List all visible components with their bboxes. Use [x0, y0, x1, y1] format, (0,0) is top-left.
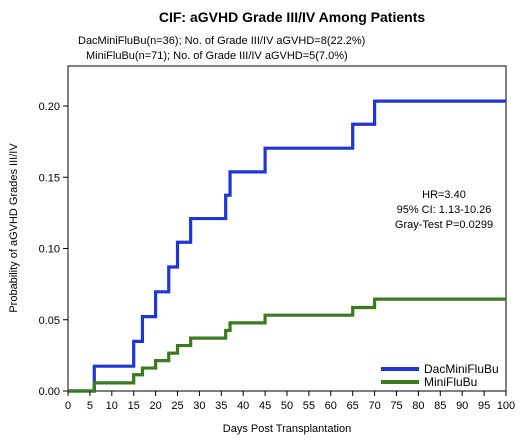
x-tick-label: 80 [412, 400, 424, 412]
legend: DacMiniFluBu MiniFluBu [381, 362, 499, 389]
x-tick-label: 60 [325, 400, 337, 412]
y-tick-label: 0.05 [39, 315, 60, 327]
x-tick-label: 100 [497, 400, 515, 412]
x-tick-label: 25 [171, 400, 183, 412]
series-layer [68, 99, 506, 393]
y-tick-label: 0.15 [39, 172, 60, 184]
x-tick-label: 85 [434, 400, 446, 412]
x-tick-label: 45 [259, 400, 271, 412]
y-axis-label: Probability of aGVHD Grades III/IV [8, 143, 20, 313]
x-tick-label: 75 [390, 400, 402, 412]
confidence-interval: 95% CI: 1.13-10.26 [397, 204, 492, 216]
x-tick-label: 95 [478, 400, 490, 412]
x-tick-label: 65 [347, 400, 359, 412]
x-tick-label: 20 [149, 400, 161, 412]
x-tick-label: 40 [237, 400, 249, 412]
series-line-miniflubu [68, 297, 506, 393]
x-tick-label: 90 [456, 400, 468, 412]
y-tick-label: 0.10 [39, 244, 60, 256]
hazard-ratio: HR=3.40 [422, 189, 466, 201]
x-tick-label: 5 [87, 400, 93, 412]
legend-label-dacminiflubu: DacMiniFluBu [424, 362, 499, 376]
x-tick-label: 55 [303, 400, 315, 412]
x-tick-label: 35 [215, 400, 227, 412]
y-tick-label: 0.00 [39, 386, 60, 398]
x-tick-label: 30 [193, 400, 205, 412]
y-tick-label: 0.20 [39, 101, 60, 113]
gray-test-p-value: Gray-Test P=0.0299 [395, 219, 493, 231]
y-axis: 0.00 0.05 0.10 0.15 0.20 [39, 101, 68, 398]
series-line-dacminiflubu [68, 99, 506, 393]
x-tick-label: 10 [106, 400, 118, 412]
x-tick-label: 0 [65, 400, 71, 412]
x-tick-label: 50 [281, 400, 293, 412]
x-tick-label: 70 [368, 400, 380, 412]
x-axis-label: Days Post Transplantation [223, 423, 351, 435]
chart-title: CIF: aGVHD Grade III/IV Among Patients [159, 9, 426, 25]
group-note-miniflubu: MiniFluBu(n=71); No. of Grade III/IV aGV… [86, 50, 348, 62]
legend-label-miniflubu: MiniFluBu [424, 375, 477, 389]
x-tick-label: 15 [128, 400, 140, 412]
x-axis: 0 5 10 15 20 25 30 35 40 45 50 55 60 65 70 75 80 85 90 95 10… [65, 391, 515, 412]
group-note-dacminiflubu: DacMiniFluBu(n=36); No. of Grade III/IV … [78, 35, 365, 47]
